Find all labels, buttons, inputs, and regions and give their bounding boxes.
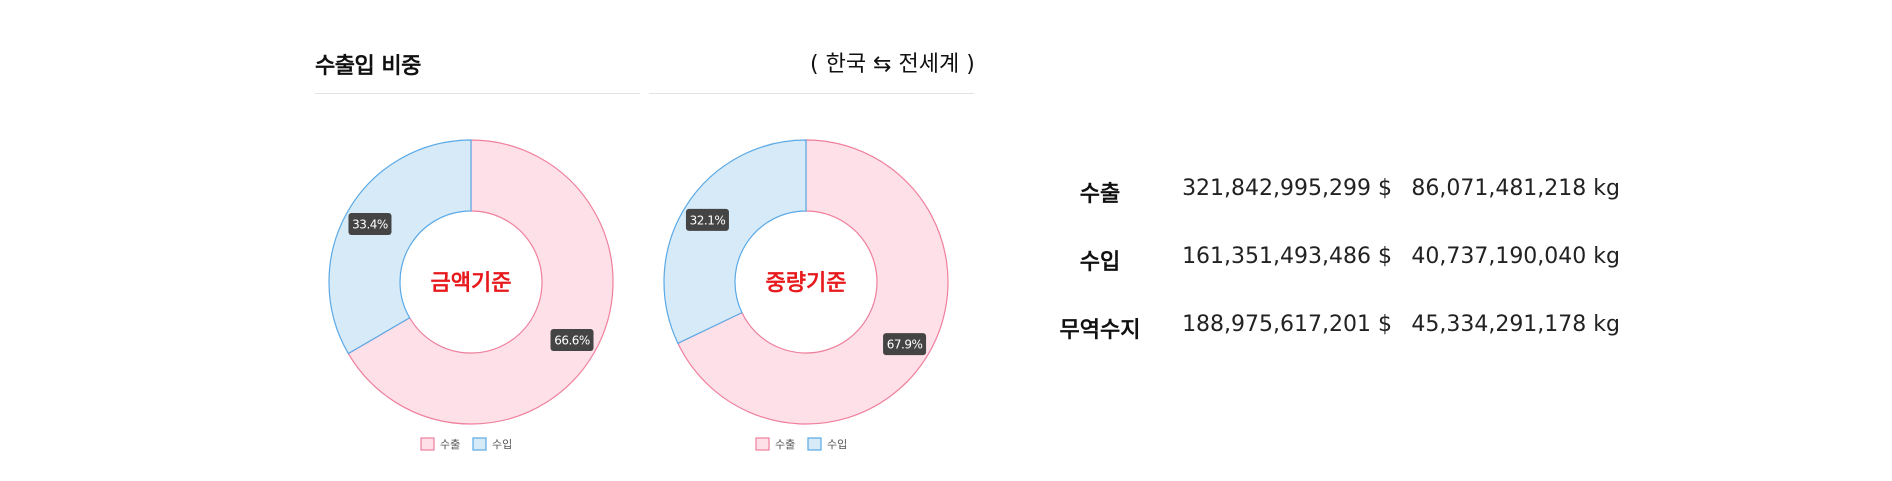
slice-수출 (677, 139, 949, 425)
svg-text:수출: 수출 (775, 438, 795, 451)
legend-item-수출[interactable]: 수출 (420, 437, 460, 451)
stat-row-balance: 무역수지 188,975,617,201 $ 45,334,291,178 kg (1040, 306, 1620, 374)
stat-kg: 40,737,190,040 kg (1411, 244, 1620, 269)
svg-text:32.1%: 32.1% (690, 213, 726, 227)
svg-text:66.6%: 66.6% (554, 334, 590, 348)
slice-수입 (328, 139, 472, 355)
stat-label: 수출 (1079, 182, 1121, 207)
svg-text:수입: 수입 (492, 438, 512, 451)
divider-right (649, 93, 974, 94)
stat-kg: 86,071,481,218 kg (1411, 176, 1620, 201)
slice-수입 (663, 139, 807, 345)
stat-label: 무역수지 (1059, 318, 1141, 343)
legend-item-수출[interactable]: 수출 (755, 437, 795, 451)
svg-text:수출: 수출 (440, 438, 460, 451)
svg-text:수입: 수입 (827, 438, 847, 451)
data-label-수출: 67.9% (883, 333, 927, 356)
panel-title: 수출입 비중 (315, 54, 421, 79)
legend: 수출 수입 (420, 437, 512, 451)
data-label-수출: 66.6% (550, 329, 594, 352)
stat-row-export: 수출 321,842,995,299 $ 86,071,481,218 kg (1040, 170, 1620, 238)
stat-usd: 188,975,617,201 $ (1182, 312, 1392, 337)
svg-text:67.9%: 67.9% (887, 338, 923, 352)
svg-text:33.4%: 33.4% (352, 217, 388, 231)
stat-row-import: 수입 161,351,493,486 $ 40,737,190,040 kg (1040, 238, 1620, 306)
slice-수출 (347, 139, 614, 425)
center-label: 금액기준 (431, 271, 512, 296)
divider-left (315, 93, 640, 94)
center-label: 중량기준 (766, 271, 847, 296)
data-label-수입: 33.4% (348, 212, 392, 235)
region-toggle[interactable]: ( 한국 ⇆ 전세계 ) (810, 52, 975, 77)
stat-usd: 161,351,493,486 $ (1182, 244, 1392, 269)
stat-kg: 45,334,291,178 kg (1411, 312, 1620, 337)
trade-stats: 수출 321,842,995,299 $ 86,071,481,218 kg 수… (1040, 170, 1620, 374)
stat-label: 수입 (1079, 250, 1121, 275)
legend-item-수입[interactable]: 수입 (472, 437, 512, 451)
legend: 수출 수입 (755, 437, 847, 451)
data-label-수입: 32.1% (685, 208, 729, 231)
legend-item-수입[interactable]: 수입 (807, 437, 847, 451)
stat-usd: 321,842,995,299 $ (1182, 176, 1392, 201)
